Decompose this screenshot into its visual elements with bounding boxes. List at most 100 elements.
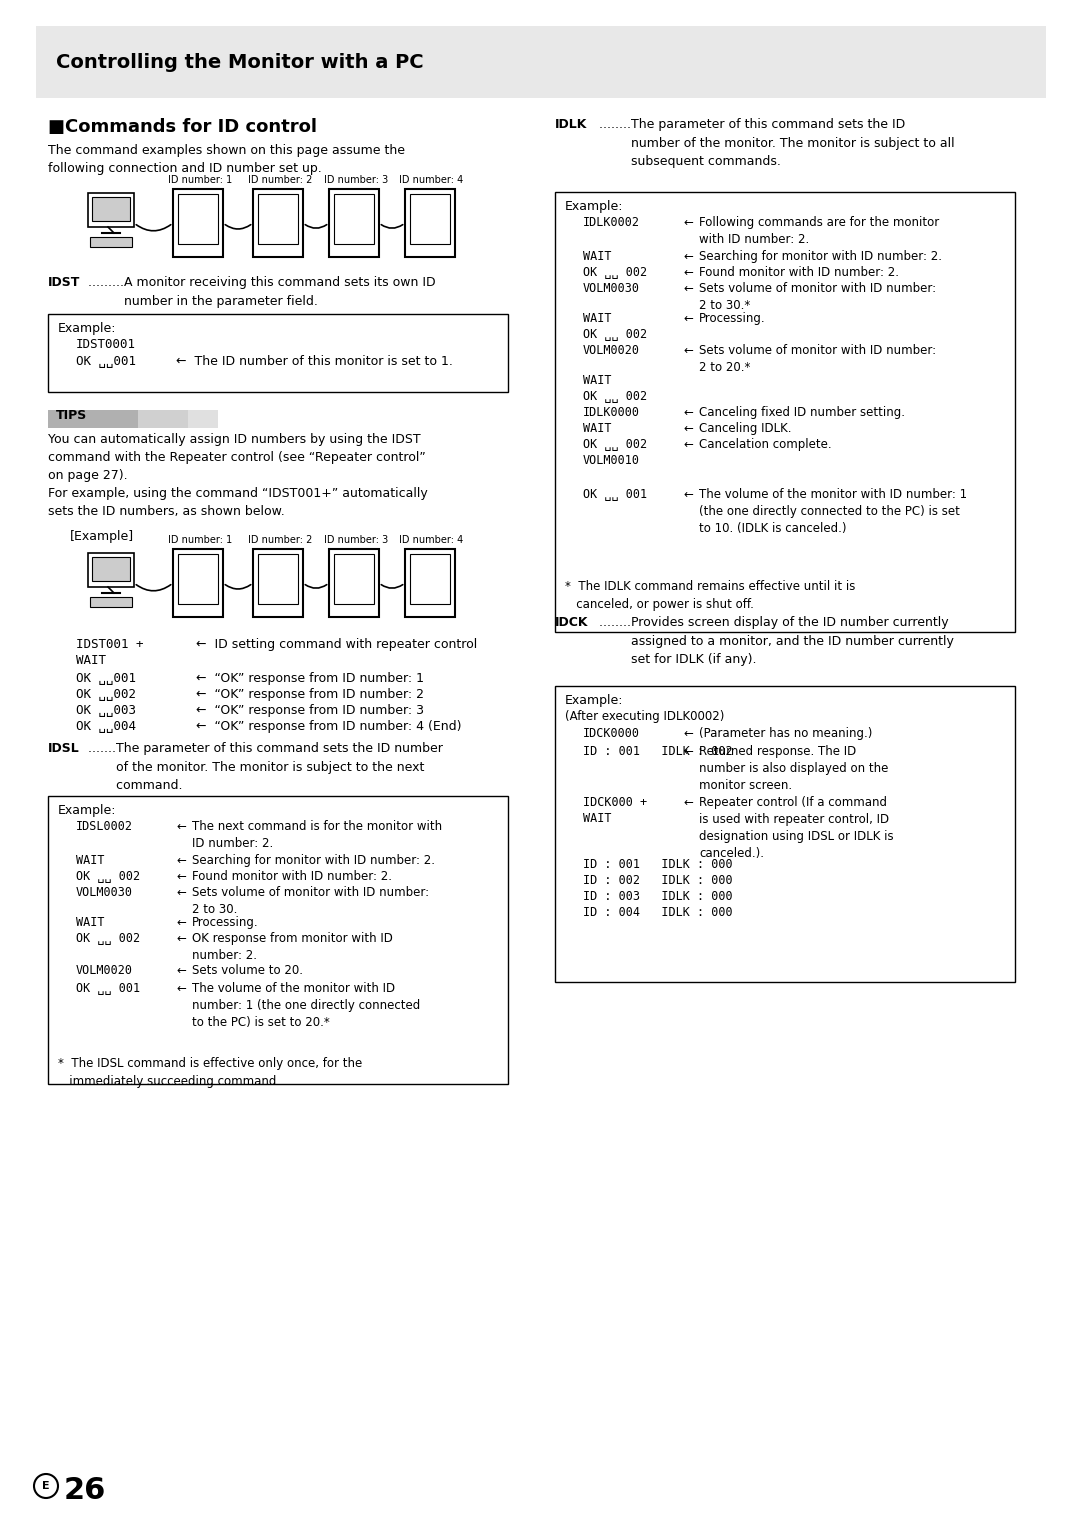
Text: ←  “OK” response from ID number: 3: ← “OK” response from ID number: 3 [195,704,424,717]
Text: ←: ← [683,727,693,740]
Text: ←: ← [683,406,693,419]
Text: Cancelation complete.: Cancelation complete. [699,439,832,451]
Text: Found monitor with ID number: 2.: Found monitor with ID number: 2. [192,869,392,883]
Text: ID : 003   IDLK : 000: ID : 003 IDLK : 000 [583,889,732,903]
Bar [405,189,455,257]
Text: The volume of the monitor with ID number: 1
(the one directly connected to the P: The volume of the monitor with ID number… [699,487,967,535]
Text: ←: ← [683,796,693,808]
Text: IDCK000 +: IDCK000 + [583,796,647,808]
Text: TIPS: TIPS [56,410,87,422]
Text: IDSL0002: IDSL0002 [76,821,133,833]
Bar [90,237,132,248]
Text: Processing.: Processing. [699,312,766,325]
Text: WAIT: WAIT [583,811,611,825]
Text: IDST: IDST [48,277,80,289]
Bar [48,410,138,428]
Text: ←: ← [176,915,186,929]
Text: ID number: 1: ID number: 1 [167,176,232,185]
Bar [258,194,298,244]
Text: Found monitor with ID number: 2.: Found monitor with ID number: 2. [699,266,899,280]
Circle shape [33,1475,58,1497]
Text: IDCK: IDCK [555,616,589,630]
Text: WAIT: WAIT [76,654,106,668]
Text: WAIT: WAIT [583,312,611,325]
Text: OK ␣␣002: OK ␣␣002 [76,688,136,701]
Bar [138,410,188,428]
Text: OK ␣␣ 002: OK ␣␣ 002 [76,869,140,883]
Text: ←: ← [683,746,693,758]
Bar [48,313,508,393]
Text: IDST001 +: IDST001 + [76,639,144,651]
Bar [329,189,379,257]
Text: IDLK: IDLK [555,118,588,131]
Bar [36,26,1047,98]
Text: OK ␣␣ 001: OK ␣␣ 001 [76,983,140,995]
Bar [90,597,132,607]
Text: IDCK0000: IDCK0000 [583,727,640,740]
Bar [173,189,222,257]
Bar [92,197,130,222]
Text: OK ␣␣ 002: OK ␣␣ 002 [583,390,647,403]
Bar [253,189,303,257]
Text: ID number: 2: ID number: 2 [247,176,312,185]
Text: OK ␣␣ 002: OK ␣␣ 002 [76,932,140,944]
Text: ←: ← [176,983,186,995]
Text: Example:: Example: [565,200,623,212]
Text: ←: ← [176,932,186,944]
Bar [555,686,1015,983]
Text: Controlling the Monitor with a PC: Controlling the Monitor with a PC [56,53,423,72]
Text: (After executing IDLK0002): (After executing IDLK0002) [565,711,725,723]
Text: WAIT: WAIT [76,854,105,866]
Text: ........The parameter of this command sets the ID
        number of the monitor.: ........The parameter of this command se… [599,118,955,168]
Text: WAIT: WAIT [583,422,611,435]
Text: ←  “OK” response from ID number: 2: ← “OK” response from ID number: 2 [195,688,424,701]
Text: OK ␣␣001: OK ␣␣001 [76,354,136,368]
Text: ID number: 3: ID number: 3 [324,176,388,185]
Text: Canceling fixed ID number setting.: Canceling fixed ID number setting. [699,406,905,419]
Text: VOLM0020: VOLM0020 [583,344,640,358]
Text: WAIT: WAIT [583,374,611,387]
Bar [410,194,450,244]
Text: ←: ← [683,344,693,358]
Text: WAIT: WAIT [76,915,105,929]
Text: Following commands are for the monitor
with ID number: 2.: Following commands are for the monitor w… [699,215,940,246]
Bar [405,549,455,617]
Bar [334,194,374,244]
Text: ←  “OK” response from ID number: 1: ← “OK” response from ID number: 1 [195,672,424,685]
Text: Returned response. The ID
number is also displayed on the
monitor screen.: Returned response. The ID number is also… [699,746,889,792]
Text: ........Provides screen display of the ID number currently
        assigned to a: ........Provides screen display of the I… [599,616,954,666]
Text: OK ␣␣003: OK ␣␣003 [76,704,136,717]
Text: OK ␣␣004: OK ␣␣004 [76,720,136,733]
Text: ←: ← [683,422,693,435]
Text: ←: ← [683,312,693,325]
Text: E: E [42,1481,50,1491]
Text: [Example]: [Example] [70,530,134,542]
Text: *  The IDSL command is effective only once, for the
   immediately succeeding co: * The IDSL command is effective only onc… [58,1057,362,1088]
Text: IDLK0000: IDLK0000 [583,406,640,419]
Text: VOLM0030: VOLM0030 [583,283,640,295]
Text: ←: ← [683,251,693,263]
Text: VOLM0010: VOLM0010 [583,454,640,468]
Text: OK ␣␣ 002: OK ␣␣ 002 [583,266,647,280]
Text: IDLK0002: IDLK0002 [583,215,640,229]
Text: Example:: Example: [565,694,623,707]
Text: VOLM0030: VOLM0030 [76,886,133,898]
Text: ←: ← [683,487,693,501]
Text: ←: ← [176,854,186,866]
Text: ID number: 4: ID number: 4 [399,176,463,185]
Text: IDST0001: IDST0001 [76,338,136,351]
Text: ■Commands for ID control: ■Commands for ID control [48,118,318,136]
Text: The command examples shown on this page assume the
following connection and ID n: The command examples shown on this page … [48,144,405,176]
Text: OK ␣␣ 002: OK ␣␣ 002 [583,439,647,451]
Bar [555,193,1015,633]
Text: ID : 002   IDLK : 000: ID : 002 IDLK : 000 [583,874,732,886]
Text: ←: ← [683,215,693,229]
Bar [188,410,218,428]
Bar [92,558,130,581]
Bar [178,555,218,604]
Bar [334,555,374,604]
Text: ←  “OK” response from ID number: 4 (End): ← “OK” response from ID number: 4 (End) [195,720,461,733]
Text: Repeater control (If a command
is used with repeater control, ID
designation usi: Repeater control (If a command is used w… [699,796,893,860]
Text: ID number: 4: ID number: 4 [399,535,463,545]
Text: ID number: 2: ID number: 2 [247,535,312,545]
